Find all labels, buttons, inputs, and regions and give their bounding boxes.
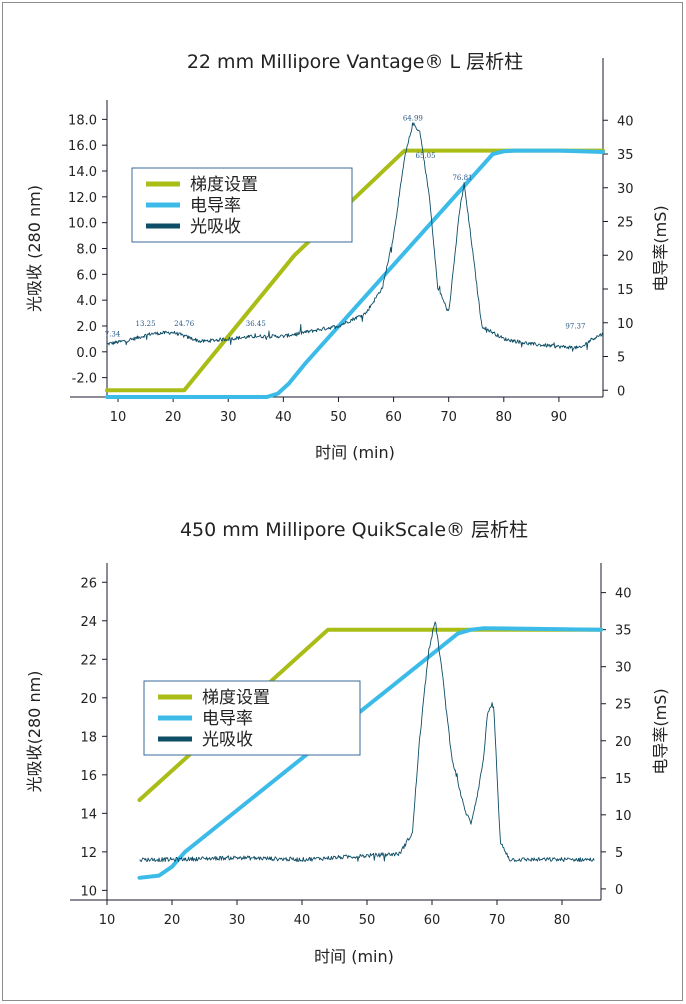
y-tick-label: 14.0 (68, 165, 97, 180)
x-tick-label: 90 (551, 410, 568, 425)
y-tick-label: 12.0 (68, 191, 97, 206)
y-tick-label: 14 (80, 807, 97, 822)
y2-tick-label: 25 (615, 698, 632, 713)
peak-label: 24.76 (174, 320, 195, 328)
y2-tick-label: 5 (617, 351, 625, 366)
y2-tick-label: 40 (617, 114, 634, 129)
x-tick-label: 60 (385, 410, 402, 425)
x-tick-label: 10 (99, 913, 116, 928)
x-tick-label: 50 (330, 410, 347, 425)
legend-gradient-label: 梯度设置 (202, 688, 270, 708)
y-tick-label: 26 (80, 576, 97, 591)
y-tick-label: 6.0 (76, 268, 97, 283)
y-tick-label: 16.0 (68, 139, 97, 154)
y-tick-label: 22 (80, 653, 97, 668)
y2-tick-label: 15 (617, 283, 634, 298)
x-tick-label: 80 (496, 410, 513, 425)
y2-tick-label: 0 (617, 384, 625, 399)
y-tick-label: 18.0 (68, 113, 97, 128)
x-tick-label: 80 (554, 913, 571, 928)
legend-absorbance-label: 光吸收 (190, 217, 241, 237)
y2-tick-label: 0 (615, 883, 623, 898)
x-tick-label: 50 (359, 913, 376, 928)
y-tick-label: 18 (80, 730, 97, 745)
y-tick-label: 12 (80, 846, 97, 861)
absorbance-trace (107, 122, 603, 352)
x-tick-label: 20 (165, 410, 182, 425)
legend-absorbance-label: 光吸收 (202, 730, 253, 750)
y-tick-label: 24 (80, 615, 97, 630)
x-tick-label: 30 (229, 913, 246, 928)
peak-label: 76.81 (452, 174, 472, 182)
x-tick-label: 70 (489, 913, 506, 928)
y2-tick-label: 10 (617, 317, 634, 332)
y2-tick-label: 5 (615, 846, 623, 861)
y2-tick-label: 40 (615, 587, 632, 602)
peak-label: 64.99 (403, 115, 423, 123)
chart-title: 22 mm Millipore Vantage® L 层析柱 (187, 51, 523, 73)
gradient-line (105, 148, 605, 393)
x-tick-label: 20 (164, 913, 181, 928)
absorbance-trace (139, 621, 595, 863)
y-tick-label: 20 (80, 692, 97, 707)
x-tick-label: 60 (424, 913, 441, 928)
chart-2: 450 mm Millipore QuikScale® 层析柱 10 20 30 40 5… (25, 519, 670, 966)
y-tick-label: 4.0 (76, 294, 97, 309)
y2-tick-label: 30 (615, 661, 632, 676)
conductivity-line (105, 148, 605, 399)
y-tick-label: 16 (80, 769, 97, 784)
x-tick-label: 30 (220, 410, 237, 425)
x-tick-label: 40 (294, 913, 311, 928)
y-axis-label: 光吸收 (280 nm) (25, 185, 44, 312)
x-axis-label: 时间 (min) (314, 947, 394, 966)
x-axis-label: 时间 (min) (315, 443, 395, 462)
y-axis-label: 光吸收(280 nm) (25, 671, 44, 793)
chart-title: 450 mm Millipore QuikScale® 层析柱 (180, 519, 528, 541)
peak-label: 36.45 (246, 320, 266, 328)
y-tick-label: 8.0 (76, 243, 97, 258)
y-tick-label: 2.0 (76, 320, 97, 335)
x-tick-label: 70 (440, 410, 457, 425)
peak-label: 65.05 (416, 152, 436, 160)
y2-axis-label: 电导率(mS) (651, 205, 670, 291)
y2-tick-label: 10 (615, 809, 632, 824)
y2-tick-label: 15 (615, 772, 632, 787)
y-tick-label: 10.0 (68, 217, 97, 232)
y-tick-label: 10 (80, 884, 97, 899)
y2-axis-label: 电导率(mS) (651, 688, 670, 774)
legend-gradient-label: 梯度设置 (190, 175, 258, 195)
y-tick-label: 0.0 (76, 346, 97, 361)
x-tick-label: 40 (275, 410, 292, 425)
y2-tick-label: 35 (617, 148, 634, 163)
peak-label: 97.37 (565, 323, 585, 331)
legend-conductivity-label: 电导率 (190, 196, 241, 216)
peak-label: 13.25 (136, 320, 156, 328)
y-tick-label: -2.0 (72, 372, 97, 387)
legend-conductivity-label: 电导率 (202, 709, 253, 729)
y2-tick-label: 20 (615, 735, 632, 750)
y2-tick-label: 35 (615, 624, 632, 639)
x-tick-label: 10 (110, 410, 127, 425)
y2-tick-label: 30 (617, 182, 634, 197)
peak-label: 7.34 (105, 330, 121, 338)
y2-tick-label: 25 (617, 216, 634, 231)
y2-tick-label: 20 (617, 249, 634, 264)
